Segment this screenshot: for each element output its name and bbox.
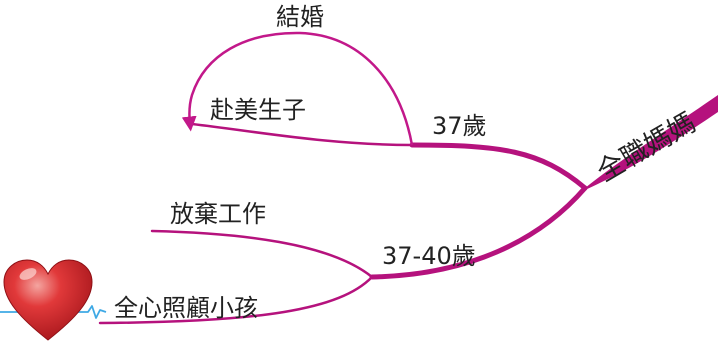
node-fumeishengzi-label: 赴美生子 [210,96,306,124]
node-jiehun-label: 結婚 [276,3,324,31]
child-fangqigongzuo-line [150,229,374,279]
node-quanxin-label: 全心照顧小孩 [114,294,258,322]
node-branch-37-label: 37歲 [432,112,487,140]
node-fangqigongzuo-label: 放棄工作 [170,200,266,228]
branch-37-line [409,142,588,191]
child-jiehun-loop-arrow [181,31,414,146]
heart-icon [3,259,93,341]
node-central-label: 全職媽媽 [592,107,701,188]
child-fumeishengzi-line [190,122,414,147]
node-branch-37-40-label: 37-40歲 [382,242,476,270]
branch-37-40-line [369,185,588,280]
child-quanxin-line [98,275,374,325]
central-branch-line [585,95,718,190]
